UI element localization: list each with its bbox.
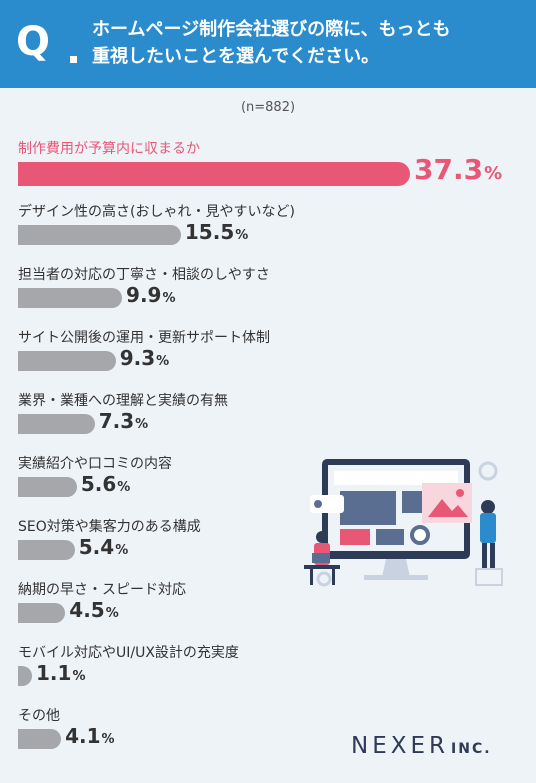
category-label: 納期の早さ・スピード対応 bbox=[18, 582, 186, 598]
value-label: 37.3% bbox=[414, 153, 502, 186]
value-number: 37.3 bbox=[414, 153, 484, 186]
logo-sub-text: INC. bbox=[451, 741, 492, 757]
value-label: 9.9% bbox=[126, 283, 175, 307]
category-label: モバイル対応やUI/UX設計の充実度 bbox=[18, 645, 239, 661]
value-label: 4.1% bbox=[65, 724, 114, 748]
bar bbox=[18, 540, 75, 560]
value-number: 4.1 bbox=[65, 724, 101, 748]
value-label: 5.4% bbox=[79, 535, 128, 559]
value-number: 15.5 bbox=[184, 220, 235, 244]
value-label: 7.3% bbox=[99, 409, 148, 433]
nexer-logo: NEXER INC. bbox=[351, 733, 492, 759]
category-label: その他 bbox=[18, 708, 60, 724]
value-unit: % bbox=[72, 669, 86, 684]
value-unit: % bbox=[162, 291, 176, 306]
value-label: 5.6% bbox=[81, 472, 130, 496]
category-label: 実績紹介や口コミの内容 bbox=[18, 456, 172, 472]
logo-main-text: NEXER bbox=[351, 733, 450, 759]
value-unit: % bbox=[484, 163, 503, 184]
value-label: 4.5% bbox=[69, 598, 118, 622]
category-label: サイト公開後の運用・更新サポート体制 bbox=[18, 330, 270, 346]
value-number: 9.3 bbox=[119, 346, 156, 370]
value-unit: % bbox=[117, 480, 131, 495]
q-dot bbox=[70, 56, 77, 63]
value-number: 4.5 bbox=[69, 598, 105, 622]
bar bbox=[18, 729, 62, 749]
value-label: 15.5% bbox=[185, 220, 248, 244]
question-header: Q ホームページ制作会社選びの際に、もっとも 重視したいことを選んでください。 bbox=[0, 0, 536, 88]
bar bbox=[18, 162, 410, 186]
value-label: 9.3% bbox=[120, 346, 169, 370]
value-number: 9.9 bbox=[126, 283, 162, 307]
bar bbox=[18, 414, 95, 434]
value-unit: % bbox=[235, 228, 249, 243]
bar bbox=[18, 477, 77, 497]
bar bbox=[18, 225, 181, 245]
category-label: 制作費用が予算内に収まるか bbox=[18, 141, 200, 157]
value-unit: % bbox=[156, 354, 170, 369]
question-text-line-1: ホームページ制作会社選びの際に、もっとも bbox=[92, 19, 451, 40]
bar bbox=[18, 603, 66, 623]
category-label: SEO対策や集客力のある構成 bbox=[18, 519, 201, 535]
q-mark: Q bbox=[16, 19, 51, 65]
value-number: 5.4 bbox=[78, 535, 115, 559]
question-text-line-2: 重視したいことを選んでください。 bbox=[92, 46, 380, 67]
bar bbox=[18, 288, 123, 308]
category-label: 担当者の対応の丁寧さ・相談のしやすさ bbox=[18, 267, 270, 283]
value-unit: % bbox=[115, 543, 129, 558]
bar bbox=[18, 351, 116, 371]
value-unit: % bbox=[101, 732, 115, 747]
value-unit: % bbox=[135, 417, 149, 432]
value-number: 5.6 bbox=[80, 472, 117, 496]
sample-size: (n=882) bbox=[240, 100, 296, 115]
bar bbox=[18, 666, 32, 686]
value-number: 7.3 bbox=[98, 409, 135, 433]
category-label: デザイン性の高さ(おしゃれ・見やすいなど) bbox=[18, 204, 295, 220]
website-design-illustration bbox=[304, 459, 503, 587]
value-unit: % bbox=[105, 606, 119, 621]
category-label: 業界・業種への理解と実績の有無 bbox=[18, 393, 228, 409]
value-number: 1.1 bbox=[36, 661, 72, 685]
value-label: 1.1% bbox=[36, 661, 85, 685]
